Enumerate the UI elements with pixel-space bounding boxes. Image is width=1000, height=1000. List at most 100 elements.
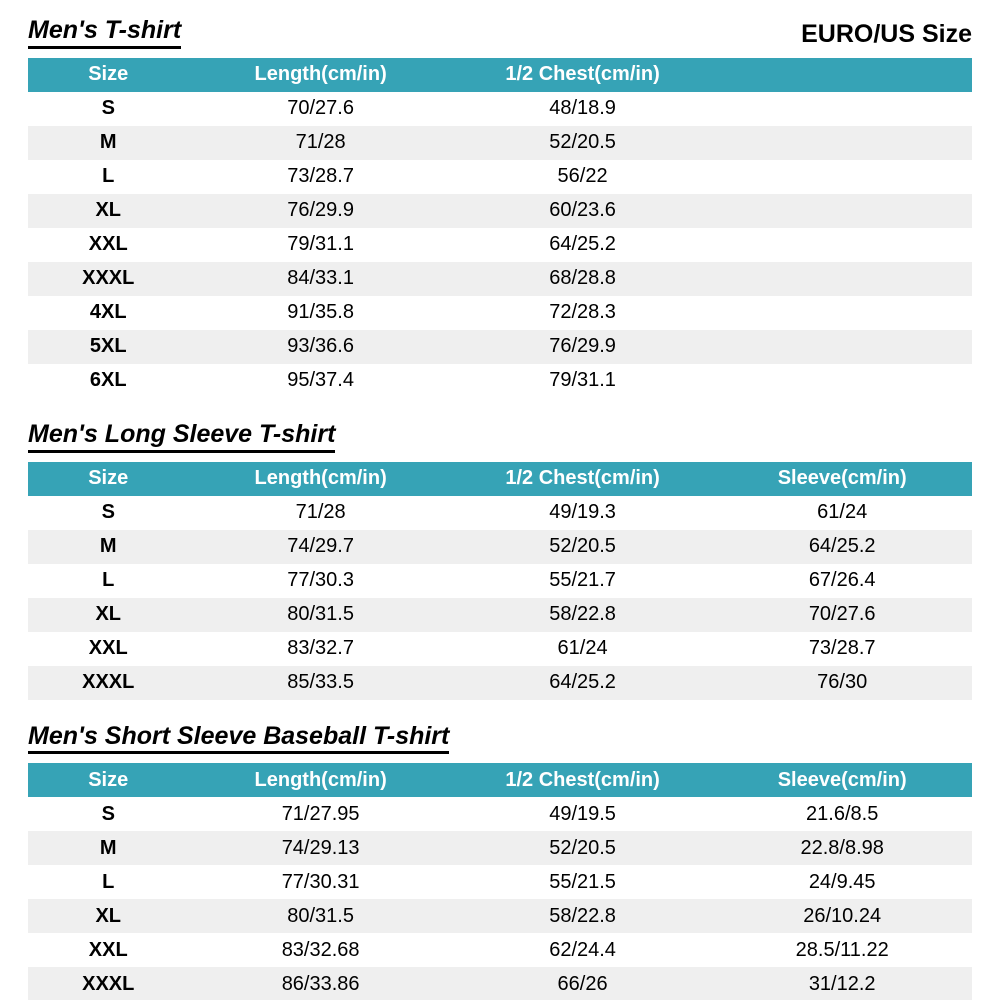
size-cell: S [101,97,115,120]
table-row: M 74/29.13 52/20.5 22.8/8.98 [28,831,972,866]
table-row: XL 80/31.5 58/22.8 70/27.6 [28,597,972,632]
size-cell: XXL [88,233,128,256]
header-row-top: Men's T-shirt EURO/US Size [28,16,972,49]
size-cell: 4XL [89,301,127,324]
column-header: Sleeve(cm/in) [712,763,972,798]
measurement-cell: 58/22.8 [549,904,616,927]
table-row: 5XL 93/36.6 76/29.9 [28,329,972,364]
measurement-cell: 60/23.6 [549,199,616,222]
table-row: L 77/30.31 55/21.5 24/9.45 [28,865,972,899]
measurement-cell: 61/24 [817,501,868,523]
measurement-cell: 84/33.1 [287,267,354,290]
measurement-cell: 91/35.8 [287,301,354,324]
size-cell: XXL [88,637,128,659]
column-header [712,57,972,92]
measurement-cell: 72/28.3 [549,301,616,324]
table-row: L 77/30.3 55/21.7 67/26.4 [28,564,972,598]
table-title-mens-long-sleeve-tshirt: Men's Long Sleeve T-shirt [28,420,336,453]
table-row: M 71/28 52/20.5 [28,125,972,160]
column-header: Sleeve(cm/in) [712,461,972,496]
section-mens-long-sleeve-tshirt: Men's Long Sleeve T-shirt Size Length(cm/… [28,420,972,700]
size-cell: S [101,802,115,825]
measurement-cell: 70/27.6 [287,97,354,120]
column-header-row: Size Length(cm/in) 1/2 Chest(cm/in) Sleeve(… [28,461,972,496]
measurement-cell: 80/31.5 [287,603,354,625]
size-cell: XXL [88,938,128,961]
measurement-cell: 64/25.2 [808,535,876,557]
measurement-cell: 67/26.4 [808,569,876,591]
measurement-cell: 70/27.6 [808,603,876,625]
measurement-cell: 77/30.3 [287,569,354,591]
table-row: XXXL 85/33.5 64/25.2 76/30 [28,665,972,700]
measurement-cell: 22.8/8.98 [800,836,884,859]
size-cell: M [99,535,117,557]
measurement-cell: 52/20.5 [549,131,616,154]
measurement-cell: 58/22.8 [549,603,616,625]
measurement-cell: 64/25.2 [549,233,616,256]
measurement-cell: 55/21.7 [549,569,616,591]
column-header: Size [28,763,189,798]
measurement-cell [712,92,972,126]
measurement-cell [712,160,972,194]
measurement-cell: 52/20.5 [549,535,616,557]
table-row: S 71/28 49/19.3 61/24 [28,496,972,530]
measurement-cell: 48/18.9 [549,97,616,120]
measurement-cell [712,228,972,262]
column-header: 1/2 Chest(cm/in) [452,57,713,92]
header-row-baseball: Men's Short Sleeve Baseball T-shirt [28,722,972,755]
table-row: XL 76/29.9 60/23.6 [28,193,972,228]
measurement-cell: 71/27.95 [281,802,360,825]
table-title-mens-baseball-tshirt: Men's Short Sleeve Baseball T-shirt [28,722,450,755]
measurement-cell: 68/28.8 [549,267,616,290]
size-cell: 5XL [89,335,127,358]
measurement-cell: 56/22 [557,165,608,188]
measurement-cell [712,262,972,296]
size-cell: L [102,569,115,591]
measurement-cell: 76/29.9 [549,335,616,358]
table-title-mens-tshirt: Men's T-shirt [28,16,182,49]
measurement-cell: 79/31.1 [287,233,354,256]
table-row: M 74/29.7 52/20.5 64/25.2 [28,529,972,564]
measurement-cell: 86/33.86 [281,972,360,995]
measurement-cell: 61/24 [557,637,608,659]
measurement-cell: 52/20.5 [549,836,616,859]
measurement-cell: 83/32.7 [287,637,354,659]
table-row: XXL 79/31.1 64/25.2 [28,228,972,262]
size-cell: M [99,131,117,154]
measurement-cell: 55/21.5 [549,870,616,893]
table-row: XL 80/31.5 58/22.8 26/10.24 [28,899,972,934]
measurement-cell: 21.6/8.5 [806,802,879,825]
measurement-cell: 71/28 [295,501,346,523]
measurement-cell: 73/28.7 [808,637,876,659]
size-cell: XL [95,904,122,927]
measurement-cell: 64/25.2 [549,671,616,693]
section-mens-baseball-tshirt: Men's Short Sleeve Baseball T-shirt Size… [28,722,972,1000]
table-row: XXL 83/32.7 61/24 73/28.7 [28,632,972,666]
measurement-cell [712,296,972,330]
measurement-cell: 76/30 [817,671,868,693]
measurement-cell: 66/26 [557,972,608,995]
column-header-row: Size Length(cm/in) 1/2 Chest(cm/in) [28,57,972,92]
size-cell: L [102,165,115,188]
measurement-cell: 28.5/11.22 [795,938,889,961]
size-cell: XXXL [82,267,135,290]
measurement-cell: 74/29.13 [281,836,360,859]
measurement-cell: 26/10.24 [803,904,882,927]
column-header: Size [28,57,189,92]
mens-tshirt-size-table: Size Length(cm/in) 1/2 Chest(cm/in) S 70/27… [28,57,972,398]
size-cell: XL [95,603,122,625]
table-row: 4XL 91/35.8 72/28.3 [28,296,972,330]
measurement-cell: 74/29.7 [287,535,354,557]
size-cell: M [99,836,117,859]
measurement-cell: 80/31.5 [287,904,354,927]
measurement-cell: 31/12.2 [808,972,876,995]
mens-baseball-size-table: Size Length(cm/in) 1/2 Chest(cm/in) Sleeve(… [28,763,972,1000]
size-cell: XL [95,199,122,222]
size-standard-label: EURO/US Size [801,20,972,48]
measurement-cell: 24/9.45 [808,870,876,893]
column-header: Length(cm/in) [188,461,453,496]
measurement-cell: 71/28 [295,131,346,154]
measurement-cell: 85/33.5 [287,671,354,693]
measurement-cell: 62/24.4 [549,938,616,961]
